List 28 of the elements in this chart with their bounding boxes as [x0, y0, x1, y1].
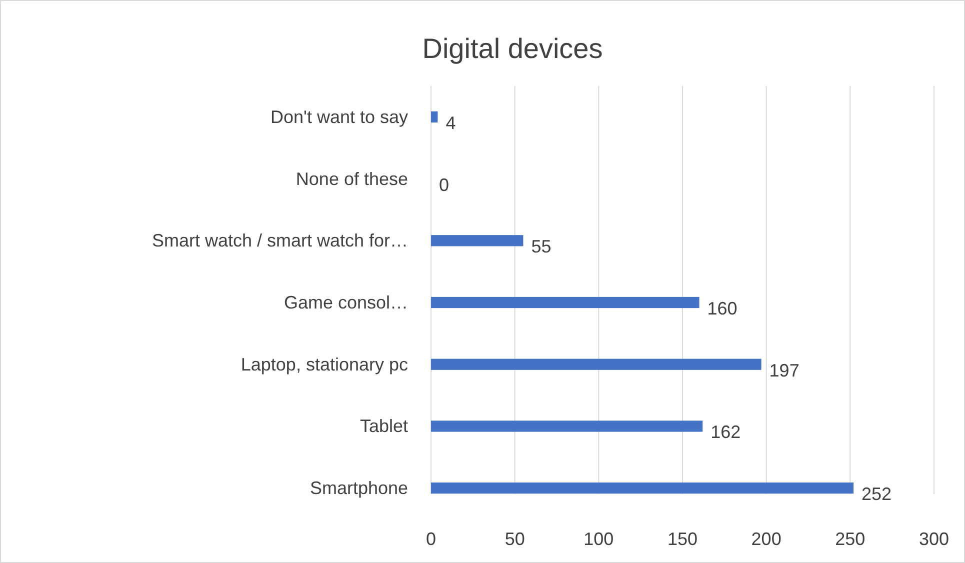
data-label: 55	[531, 236, 552, 257]
bar	[431, 482, 854, 494]
chart-title: Digital devices	[422, 33, 603, 64]
data-label: 162	[710, 422, 741, 442]
bar	[431, 420, 703, 432]
data-label: 197	[769, 360, 800, 380]
y-tick-label: Laptop, stationary pc	[240, 354, 408, 374]
data-label: 4	[446, 112, 456, 133]
y-tick-label: Tablet	[360, 416, 408, 436]
bar	[431, 111, 438, 122]
x-tick-label: 200	[751, 529, 782, 549]
bar	[431, 358, 762, 370]
x-tick-label: 150	[667, 529, 698, 549]
x-tick-label: 0	[426, 529, 436, 549]
x-tick-label: 50	[504, 529, 525, 549]
data-label: 0	[439, 174, 450, 195]
y-tick-label: Smartphone	[310, 478, 408, 498]
y-tick-label: Don't want to say	[270, 106, 408, 127]
x-tick-label: 250	[835, 529, 866, 549]
x-tick-label: 300	[918, 529, 950, 549]
y-tick-label: None of these	[296, 168, 408, 189]
data-label: 160	[707, 298, 738, 318]
bar	[431, 296, 700, 308]
x-tick-label: 100	[584, 529, 614, 549]
y-tick-label: Game consol…	[284, 292, 408, 312]
bar	[431, 235, 524, 246]
y-tick-label: Smart watch / smart watch for…	[152, 230, 408, 251]
data-label: 252	[862, 484, 892, 504]
